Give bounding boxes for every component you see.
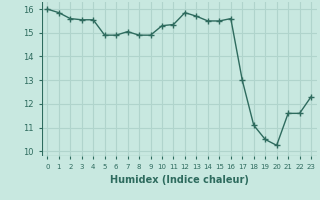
X-axis label: Humidex (Indice chaleur): Humidex (Indice chaleur) xyxy=(110,175,249,185)
